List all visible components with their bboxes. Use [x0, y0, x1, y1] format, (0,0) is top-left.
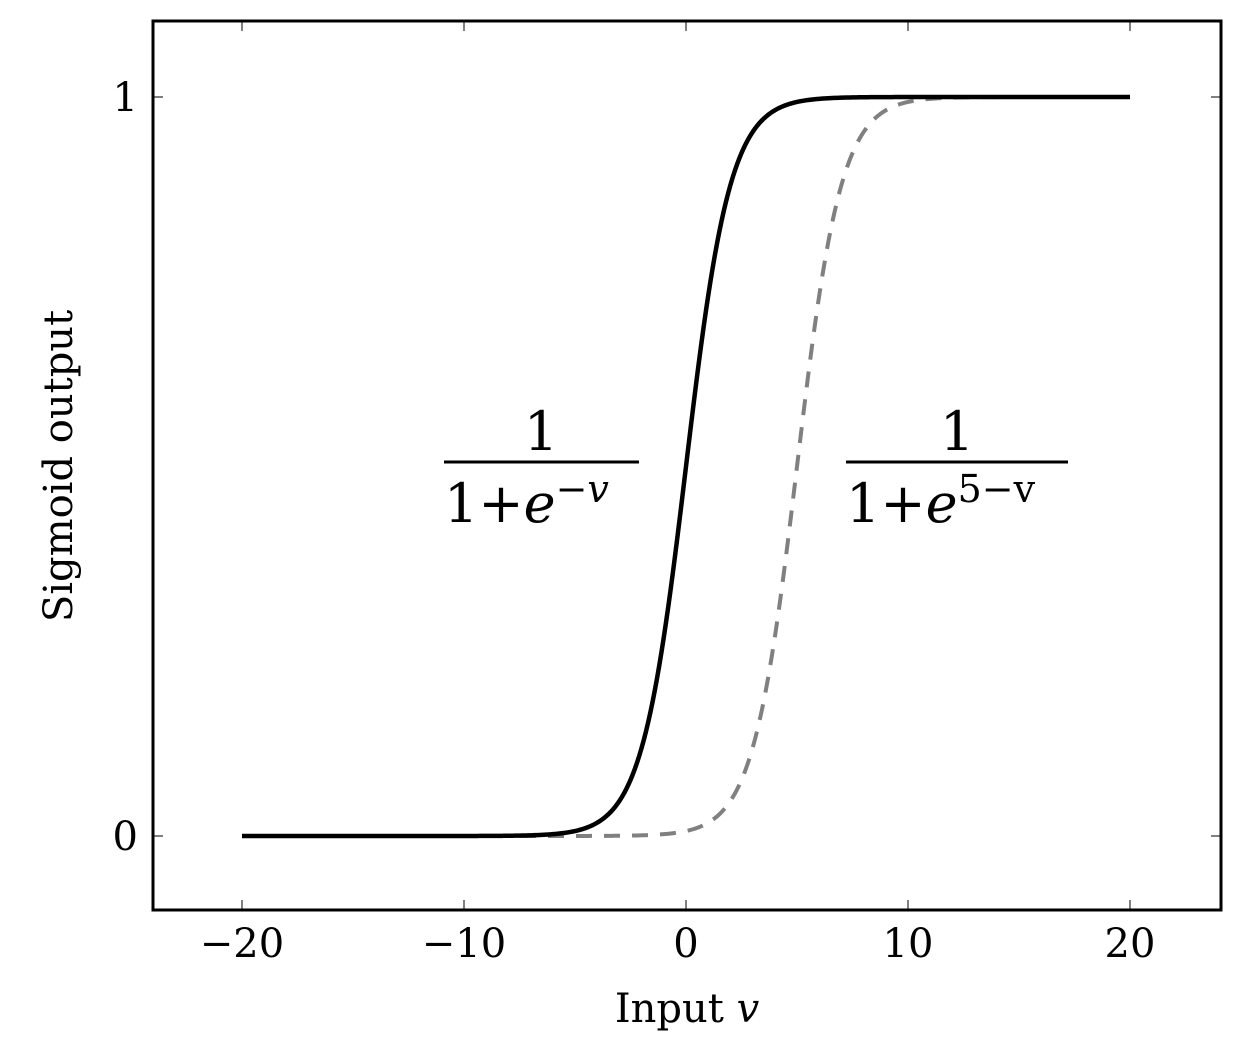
formula-2-exponent: 5−v — [958, 467, 1036, 511]
x-tick-label: 0 — [673, 921, 698, 967]
formula-1-denominator-base: 1+ — [444, 472, 524, 535]
axis-ticks: −20 −10 0 10 20 0 1 — [113, 21, 1221, 967]
series-layer — [242, 94, 1130, 839]
formula-1-e: e — [524, 472, 556, 535]
x-axis-title: Input v — [615, 986, 760, 1032]
x-axis-title-variable: v — [737, 986, 760, 1032]
formula-2-numerator: 1 — [940, 400, 974, 463]
x-tick-label: 10 — [883, 921, 934, 967]
x-tick-label: −10 — [422, 921, 506, 967]
formula-1-denominator: 1+e−v — [444, 467, 609, 535]
formula-2-denominator-base: 1+ — [846, 472, 926, 535]
formula-1-numerator: 1 — [524, 400, 558, 463]
x-tick-label: −20 — [200, 921, 284, 967]
y-tick-label: 1 — [113, 75, 138, 121]
formula-1-exponent: −v — [556, 467, 610, 511]
formula-2-denominator: 1+e5−v — [846, 467, 1036, 535]
formula-annotation-shifted-sigmoid: 1 1+e5−v — [846, 400, 1068, 535]
formula-2-e: e — [926, 472, 958, 535]
formula-annotation-sigmoid: 1 1+e−v — [444, 400, 639, 535]
x-tick-label: 20 — [1105, 921, 1156, 967]
plot-frame — [151, 19, 1223, 912]
x-axis-title-text: Input — [615, 986, 724, 1032]
series-line-sigmoid — [242, 94, 1130, 839]
y-axis-title: Sigmoid output — [36, 310, 82, 622]
y-tick-label: 0 — [113, 814, 138, 860]
